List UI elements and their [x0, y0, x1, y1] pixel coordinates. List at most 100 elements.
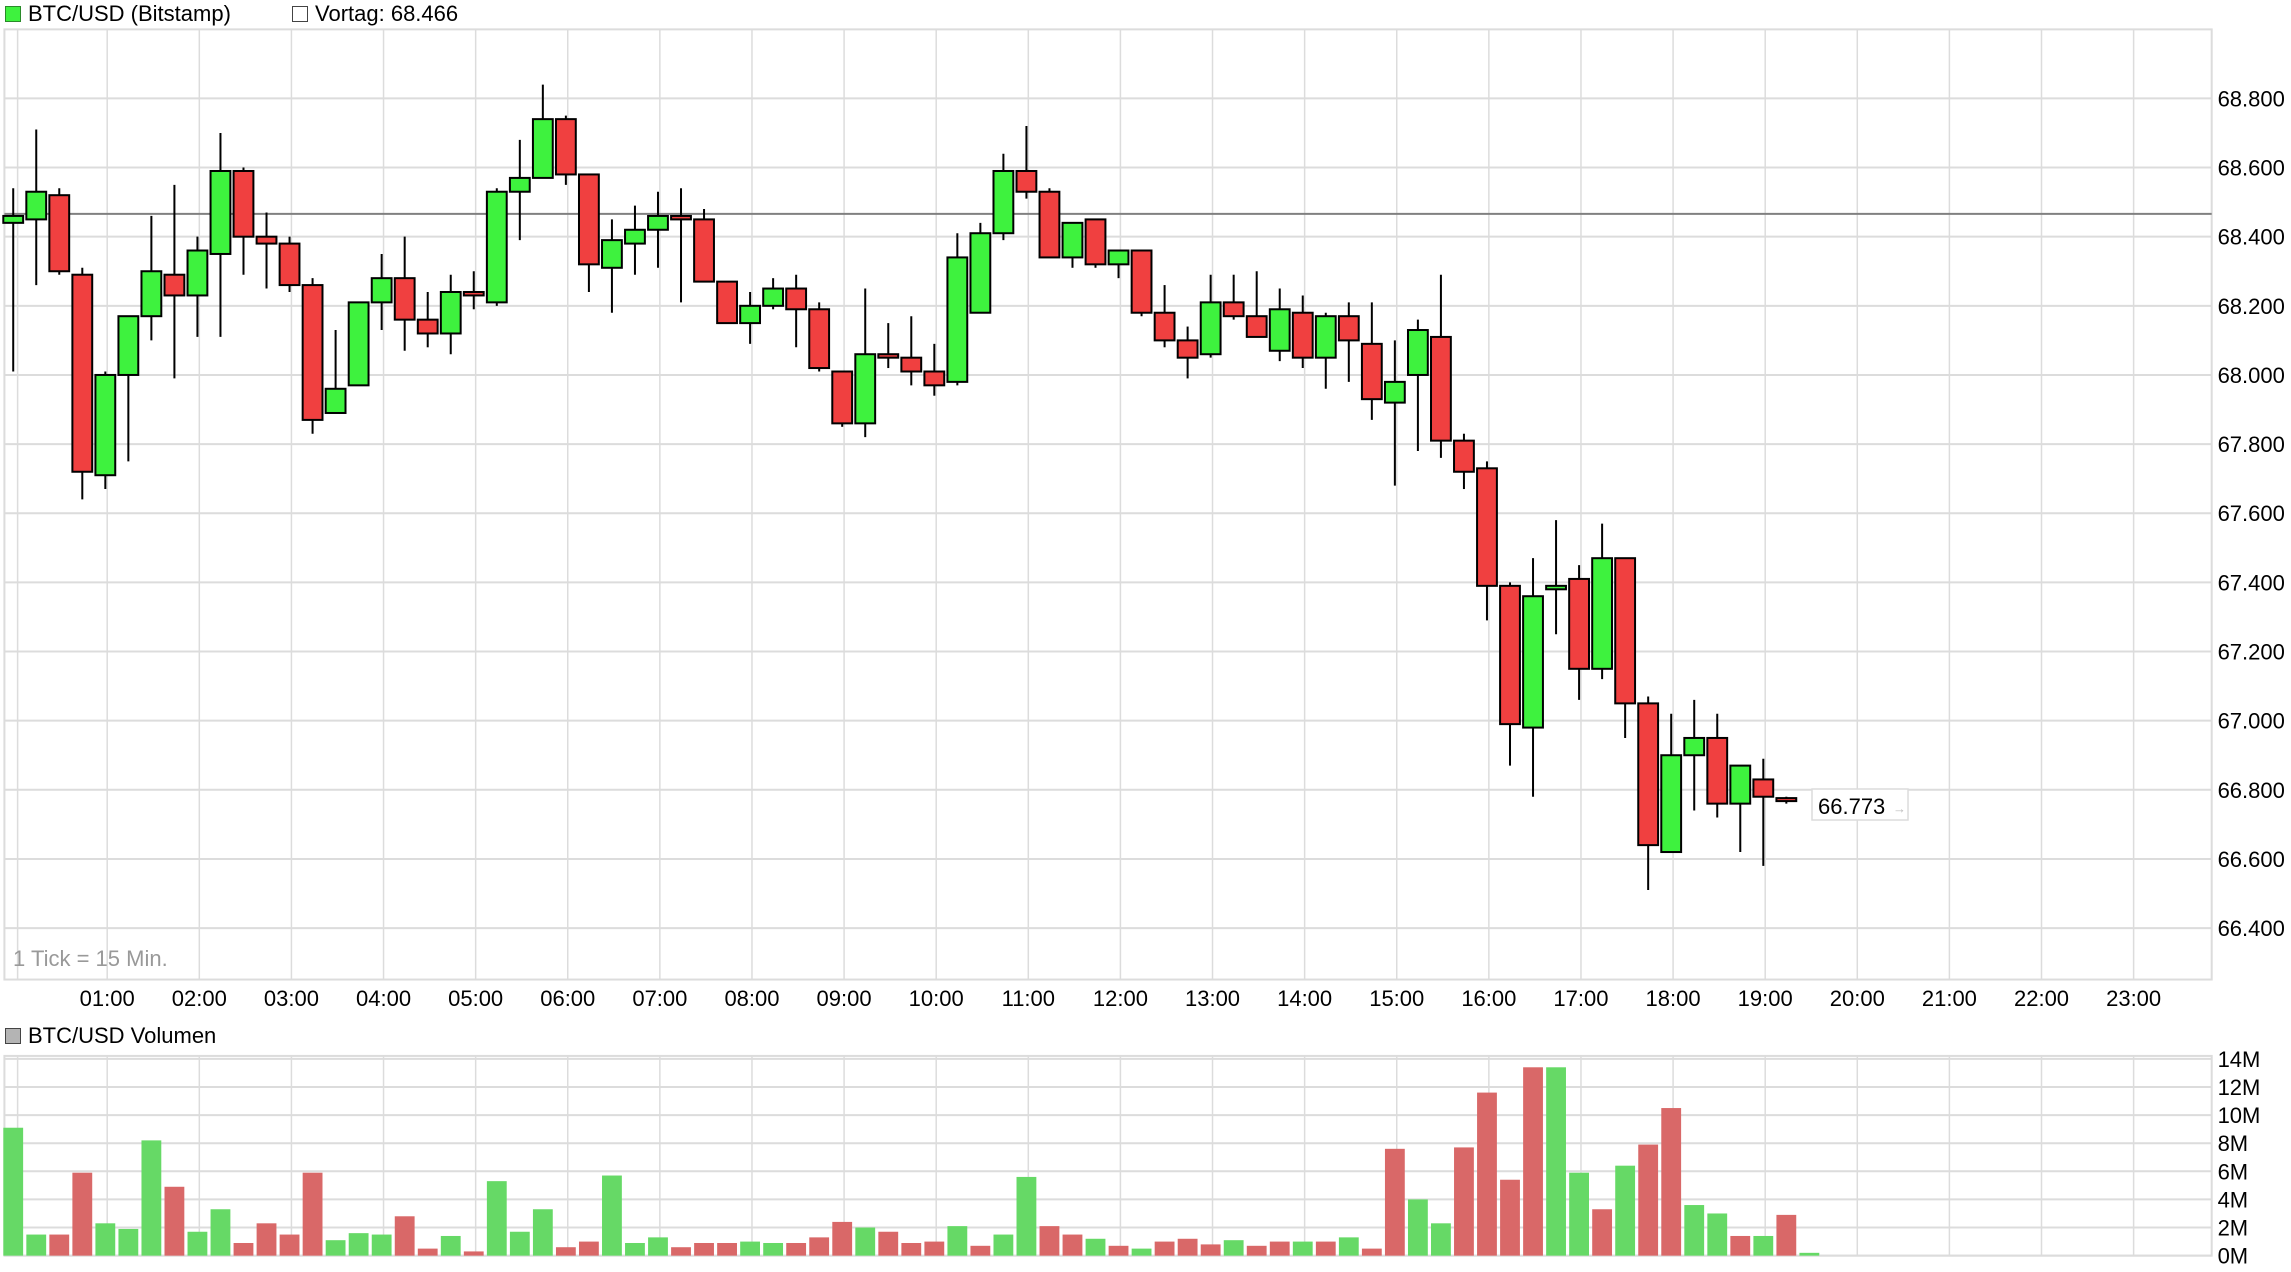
- volume-bar[interactable]: [1592, 1209, 1613, 1256]
- candle[interactable]: [1660, 713, 1683, 854]
- candle[interactable]: [94, 371, 117, 490]
- volume-bar[interactable]: [786, 1242, 807, 1256]
- volume-bar[interactable]: [832, 1221, 853, 1256]
- candle[interactable]: [739, 291, 762, 344]
- candle[interactable]: [1153, 285, 1176, 348]
- candle[interactable]: [255, 212, 278, 289]
- volume-bar[interactable]: [648, 1237, 668, 1256]
- candle[interactable]: [232, 167, 255, 275]
- candle[interactable]: [1268, 288, 1291, 362]
- volume-bar[interactable]: [1407, 1199, 1428, 1256]
- candle[interactable]: [716, 280, 738, 325]
- volume-bar[interactable]: [555, 1247, 576, 1256]
- volume-bar[interactable]: [1292, 1241, 1313, 1256]
- volume-bar[interactable]: [1523, 1067, 1543, 1256]
- volume-bar[interactable]: [602, 1175, 622, 1256]
- volume-bar[interactable]: [1154, 1241, 1175, 1256]
- volume-bar[interactable]: [1016, 1176, 1037, 1256]
- volume-bar-series[interactable]: [3, 1067, 1820, 1256]
- volume-bar[interactable]: [1108, 1245, 1129, 1256]
- candle[interactable]: [393, 236, 416, 351]
- candle[interactable]: [923, 343, 946, 396]
- volume-bar[interactable]: [440, 1235, 461, 1256]
- candle[interactable]: [1499, 582, 1521, 766]
- volume-bar[interactable]: [141, 1140, 162, 1256]
- volume-bar[interactable]: [463, 1251, 484, 1256]
- candle[interactable]: [1476, 461, 1498, 621]
- volume-series-legend[interactable]: BTC/USD Volumen: [5, 1021, 216, 1051]
- candle[interactable]: [831, 370, 854, 427]
- volume-bar[interactable]: [164, 1186, 185, 1256]
- candle[interactable]: [301, 278, 324, 434]
- candle[interactable]: [1245, 271, 1268, 338]
- candlestick-series[interactable]: [2, 84, 1798, 891]
- volume-bar[interactable]: [348, 1233, 369, 1256]
- candle[interactable]: [601, 219, 623, 313]
- candle[interactable]: [439, 274, 462, 355]
- volume-bar[interactable]: [532, 1209, 553, 1256]
- volume-bar[interactable]: [1477, 1092, 1497, 1256]
- candle[interactable]: [785, 274, 808, 348]
- volume-bar[interactable]: [763, 1242, 784, 1256]
- volume-bar[interactable]: [1062, 1234, 1083, 1256]
- candle[interactable]: [1614, 557, 1637, 738]
- volume-bar[interactable]: [95, 1223, 116, 1256]
- volume-bar[interactable]: [993, 1234, 1014, 1256]
- candle[interactable]: [1084, 218, 1107, 268]
- volume-bar[interactable]: [256, 1223, 277, 1256]
- candle[interactable]: [1591, 523, 1614, 680]
- candle[interactable]: [278, 236, 301, 292]
- volume-bar[interactable]: [970, 1245, 991, 1256]
- volume-bar[interactable]: [878, 1231, 899, 1256]
- candle[interactable]: [693, 209, 715, 283]
- candle[interactable]: [1222, 274, 1245, 320]
- candle[interactable]: [1729, 764, 1752, 853]
- candle[interactable]: [462, 271, 485, 310]
- candle[interactable]: [1314, 312, 1337, 389]
- candle[interactable]: [554, 115, 577, 185]
- volume-bar[interactable]: [1454, 1147, 1474, 1256]
- candle[interactable]: [1176, 326, 1199, 379]
- volume-bar[interactable]: [187, 1231, 208, 1256]
- candle[interactable]: [877, 323, 900, 369]
- volume-bar[interactable]: [1730, 1235, 1751, 1256]
- volume-bar[interactable]: [1384, 1148, 1405, 1256]
- volume-bar[interactable]: [1269, 1241, 1290, 1256]
- candle[interactable]: [647, 191, 669, 268]
- volume-bar[interactable]: [1315, 1241, 1336, 1256]
- volume-bar[interactable]: [417, 1248, 438, 1256]
- volume-bar[interactable]: [924, 1241, 945, 1256]
- candle[interactable]: [209, 132, 232, 337]
- volume-bar[interactable]: [1361, 1248, 1382, 1256]
- volume-bar[interactable]: [1223, 1240, 1244, 1256]
- candle[interactable]: [1406, 319, 1429, 452]
- candle[interactable]: [1383, 340, 1406, 486]
- volume-bar[interactable]: [1615, 1165, 1636, 1256]
- volume-bar[interactable]: [3, 1127, 24, 1256]
- candle[interactable]: [900, 316, 923, 386]
- previous-close-legend[interactable]: Vortag: 68.466: [292, 0, 458, 28]
- volume-bar[interactable]: [72, 1172, 93, 1256]
- candle[interactable]: [1706, 713, 1729, 818]
- volume-bar[interactable]: [1200, 1244, 1221, 1256]
- candle[interactable]: [1430, 274, 1452, 458]
- candle[interactable]: [762, 278, 785, 310]
- candle[interactable]: [1545, 520, 1567, 635]
- volume-bar[interactable]: [210, 1209, 231, 1256]
- candle[interactable]: [347, 301, 370, 387]
- volume-bar[interactable]: [509, 1231, 530, 1256]
- candle[interactable]: [163, 184, 186, 379]
- volume-bar[interactable]: [1661, 1108, 1682, 1256]
- volume-bar[interactable]: [1177, 1238, 1198, 1256]
- candle[interactable]: [854, 288, 877, 438]
- candle[interactable]: [1038, 188, 1061, 259]
- candle[interactable]: [48, 188, 71, 275]
- volume-bar[interactable]: [486, 1181, 507, 1256]
- candle[interactable]: [577, 173, 600, 292]
- candle[interactable]: [186, 236, 209, 337]
- volume-bar[interactable]: [1246, 1245, 1267, 1256]
- volume-bar[interactable]: [1546, 1067, 1566, 1256]
- candle[interactable]: [1337, 302, 1360, 382]
- volume-bar[interactable]: [1799, 1252, 1820, 1256]
